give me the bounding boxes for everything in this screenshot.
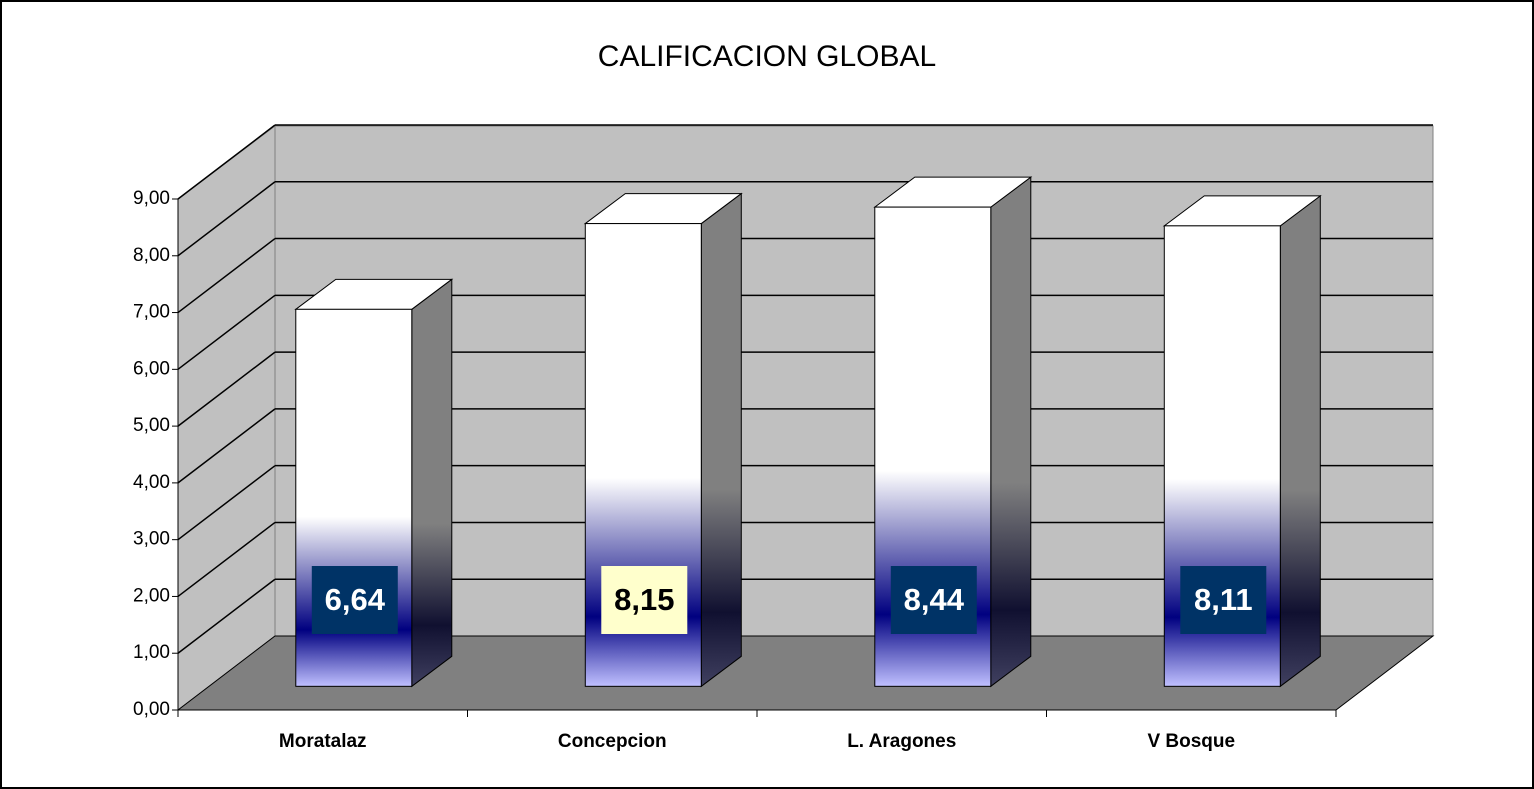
y-tick-label: 6,00 xyxy=(133,358,170,379)
x-tick-label: Moratalaz xyxy=(279,731,367,752)
value-label-box xyxy=(1180,566,1267,634)
y-tick-label: 4,00 xyxy=(133,472,170,493)
y-tick-label: 8,00 xyxy=(133,245,170,266)
x-tick-label: Concepcion xyxy=(558,731,667,752)
chart-title: CALIFICACION GLOBAL xyxy=(598,40,936,73)
grid-line xyxy=(177,124,276,200)
value-label: 8,15 xyxy=(614,582,674,617)
y-tick-label: 0,00 xyxy=(133,699,170,720)
side-wall xyxy=(177,124,276,712)
grid-line xyxy=(177,237,276,314)
grid-line xyxy=(177,351,276,427)
value-label: 8,44 xyxy=(904,582,965,617)
grid-line xyxy=(177,578,276,654)
bar-side xyxy=(990,176,1032,688)
grid-line xyxy=(177,294,276,370)
grid-line xyxy=(177,521,276,598)
value-label-box xyxy=(890,566,977,634)
y-tick-label: 9,00 xyxy=(133,188,170,209)
x-tick-label: V Bosque xyxy=(1147,731,1235,752)
value-label: 6,64 xyxy=(325,582,386,617)
grid-line xyxy=(177,181,276,257)
y-tick-label: 5,00 xyxy=(133,415,170,436)
bar-side xyxy=(1279,194,1321,688)
x-tick-label: L. Aragones xyxy=(847,731,956,752)
grid-line xyxy=(177,465,276,541)
value-label-box xyxy=(311,566,398,634)
y-tick-label: 3,00 xyxy=(133,529,170,550)
grid-line xyxy=(177,408,276,484)
y-tick-label: 7,00 xyxy=(133,302,170,323)
value-label-box xyxy=(601,566,688,634)
y-tick-label: 1,00 xyxy=(133,642,170,663)
y-tick-label: 2,00 xyxy=(133,585,170,606)
value-label: 8,11 xyxy=(1194,582,1253,617)
bar-side xyxy=(411,278,453,688)
bar-side xyxy=(700,192,742,688)
